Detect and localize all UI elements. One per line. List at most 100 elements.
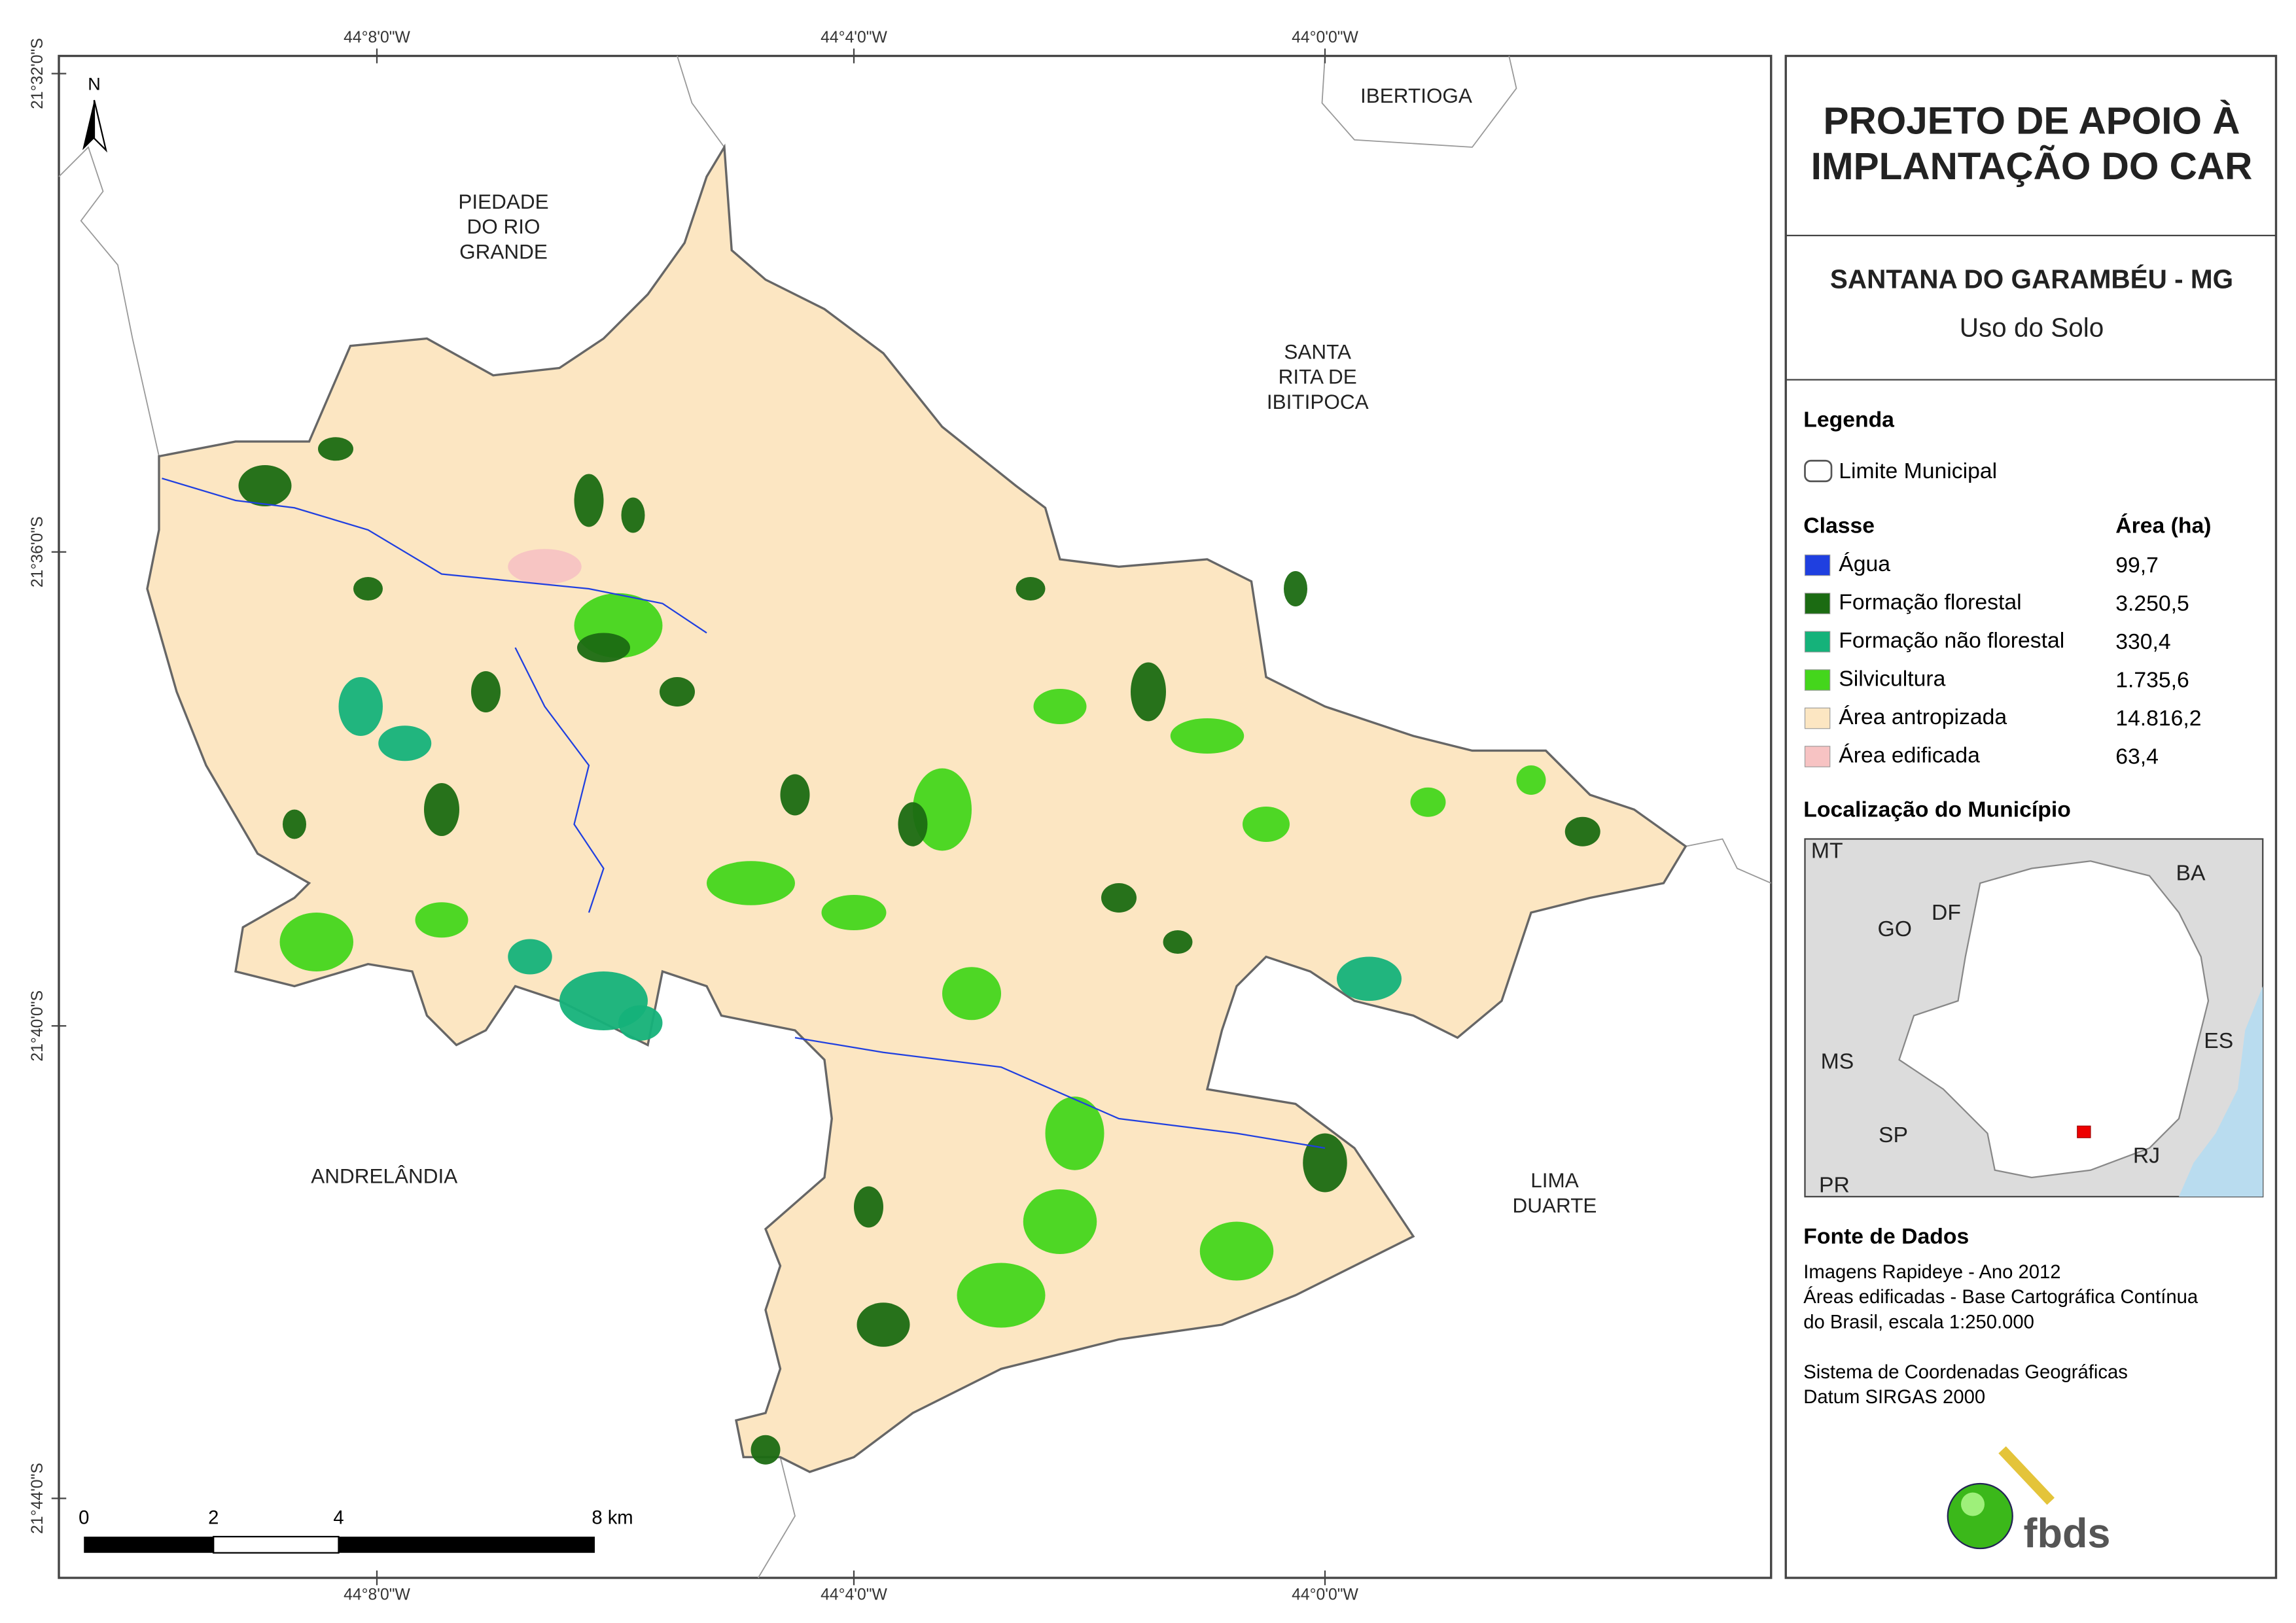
legend-area: 63,4 — [2115, 744, 2159, 769]
boundary-swatch — [1804, 459, 1833, 483]
source-line: Sistema de Coordenadas Geográficas — [1803, 1362, 2128, 1383]
source-line: do Brasil, escala 1:250.000 — [1803, 1312, 2034, 1333]
municipality-name: SANTANA DO GARAMBÉU - MG — [1830, 264, 2233, 294]
place-label: RITA DE — [1279, 365, 1357, 389]
land-patch — [238, 464, 292, 506]
legend-swatch — [1804, 593, 1831, 614]
logo-circle — [1947, 1482, 2013, 1550]
land-patch — [1516, 765, 1546, 795]
legend-area: 1.735,6 — [2115, 668, 2189, 693]
land-use-patches — [238, 437, 1600, 1465]
panel-title: PROJETO DE APOIO À — [1824, 99, 2240, 142]
land-patch — [780, 774, 810, 816]
place-label: GRANDE — [459, 239, 548, 263]
land-patch — [282, 809, 306, 839]
legend-swatch — [1804, 554, 1831, 576]
land-patch — [957, 1263, 1046, 1328]
land-patch — [1045, 1096, 1104, 1170]
source-line: Imagens Rapideye - Ano 2012 — [1803, 1262, 2060, 1283]
land-patch — [857, 1302, 910, 1347]
place-label: ANDRELÂNDIA — [311, 1164, 457, 1187]
land-patch — [1303, 1133, 1347, 1193]
state-label: MS — [1821, 1049, 1854, 1073]
land-patch — [1564, 816, 1600, 846]
coord-label: 44°0'0"W — [1292, 29, 1358, 46]
scale-segment — [84, 1536, 214, 1553]
land-patch — [1283, 570, 1307, 606]
place-label: DUARTE — [1513, 1193, 1597, 1217]
scale-label: 2 — [208, 1508, 219, 1529]
area-heading: Área (ha) — [2115, 513, 2211, 538]
legend-class: Área antropizada — [1839, 705, 2007, 729]
legend-class: Formação florestal — [1839, 589, 2021, 614]
legend-area: 3.250,5 — [2115, 591, 2189, 616]
logo-bar — [1998, 1446, 2055, 1505]
source-line: Datum SIRGAS 2000 — [1803, 1387, 1985, 1408]
legend-heading: Legenda — [1803, 407, 1894, 432]
land-patch — [1130, 662, 1166, 722]
legend-boundary: Limite Municipal — [1839, 459, 1997, 483]
scale-segment — [338, 1536, 595, 1553]
place-label: IBERTIOGA — [1360, 84, 1472, 107]
land-patch — [576, 633, 630, 663]
scale-bar — [84, 1535, 595, 1554]
coord-label: 44°4'0"W — [821, 1586, 887, 1604]
place-label: IBITIPOCA — [1267, 390, 1369, 413]
boundary-line — [1321, 56, 1517, 148]
land-patch — [751, 1435, 781, 1465]
minas-gerais — [1898, 860, 2210, 1179]
north-arrow — [82, 99, 108, 153]
logo — [1947, 1446, 2055, 1550]
land-patch — [1199, 1221, 1274, 1281]
coord-label: 21°36'0"S — [29, 516, 46, 587]
land-patch — [1242, 806, 1290, 842]
legend-swatch — [1804, 631, 1831, 653]
coord-label: 21°32'0"S — [29, 38, 46, 109]
land-patch — [1033, 688, 1087, 724]
land-patch — [1163, 930, 1193, 954]
land-patch — [898, 802, 928, 846]
scale-segment — [213, 1535, 340, 1554]
land-patch — [338, 676, 383, 736]
coord-label: 44°4'0"W — [821, 29, 887, 46]
land-patch — [574, 474, 604, 527]
sources-heading: Fonte de Dados — [1803, 1224, 1969, 1249]
land-patch — [508, 939, 552, 975]
boundary-line — [757, 1457, 796, 1579]
class-heading: Classe — [1803, 513, 1875, 538]
state-label: ES — [2204, 1028, 2233, 1053]
river — [162, 478, 707, 634]
river — [514, 647, 605, 913]
neighbor-boundaries — [58, 56, 1772, 1579]
land-patch — [618, 1005, 663, 1041]
state-label: BA — [2176, 860, 2206, 885]
legend-area: 14.816,2 — [2115, 706, 2201, 731]
state-label: SP — [1879, 1123, 1908, 1147]
land-patch — [912, 768, 972, 851]
coord-label: 44°8'0"W — [344, 1586, 410, 1604]
legend-class: Formação não florestal — [1839, 628, 2064, 653]
logo-highlight — [1960, 1492, 1985, 1516]
logo-text: fbds — [2024, 1511, 2111, 1557]
place-label: LIMA — [1530, 1168, 1578, 1192]
coord-label: 44°8'0"W — [344, 29, 410, 46]
panel-title: IMPLANTAÇÃO DO CAR — [1811, 145, 2253, 188]
land-patch — [378, 725, 432, 761]
state-label: RJ — [2133, 1143, 2160, 1168]
coord-label: 21°40'0"S — [29, 990, 46, 1062]
land-patch — [279, 912, 353, 971]
place-label: DO RIO — [467, 215, 540, 238]
legend-swatch — [1804, 707, 1831, 729]
boundary-line — [1686, 838, 1772, 884]
state-label: DF — [1932, 900, 1961, 925]
place-label: SANTA — [1284, 340, 1351, 363]
land-patch — [942, 967, 1001, 1021]
scale-label: 4 — [333, 1508, 344, 1529]
river — [794, 1037, 1326, 1149]
land-patch — [470, 671, 501, 712]
land-patch — [508, 549, 582, 585]
legend-swatch — [1804, 669, 1831, 691]
legend-area: 330,4 — [2115, 629, 2170, 654]
land-patch — [706, 861, 795, 905]
